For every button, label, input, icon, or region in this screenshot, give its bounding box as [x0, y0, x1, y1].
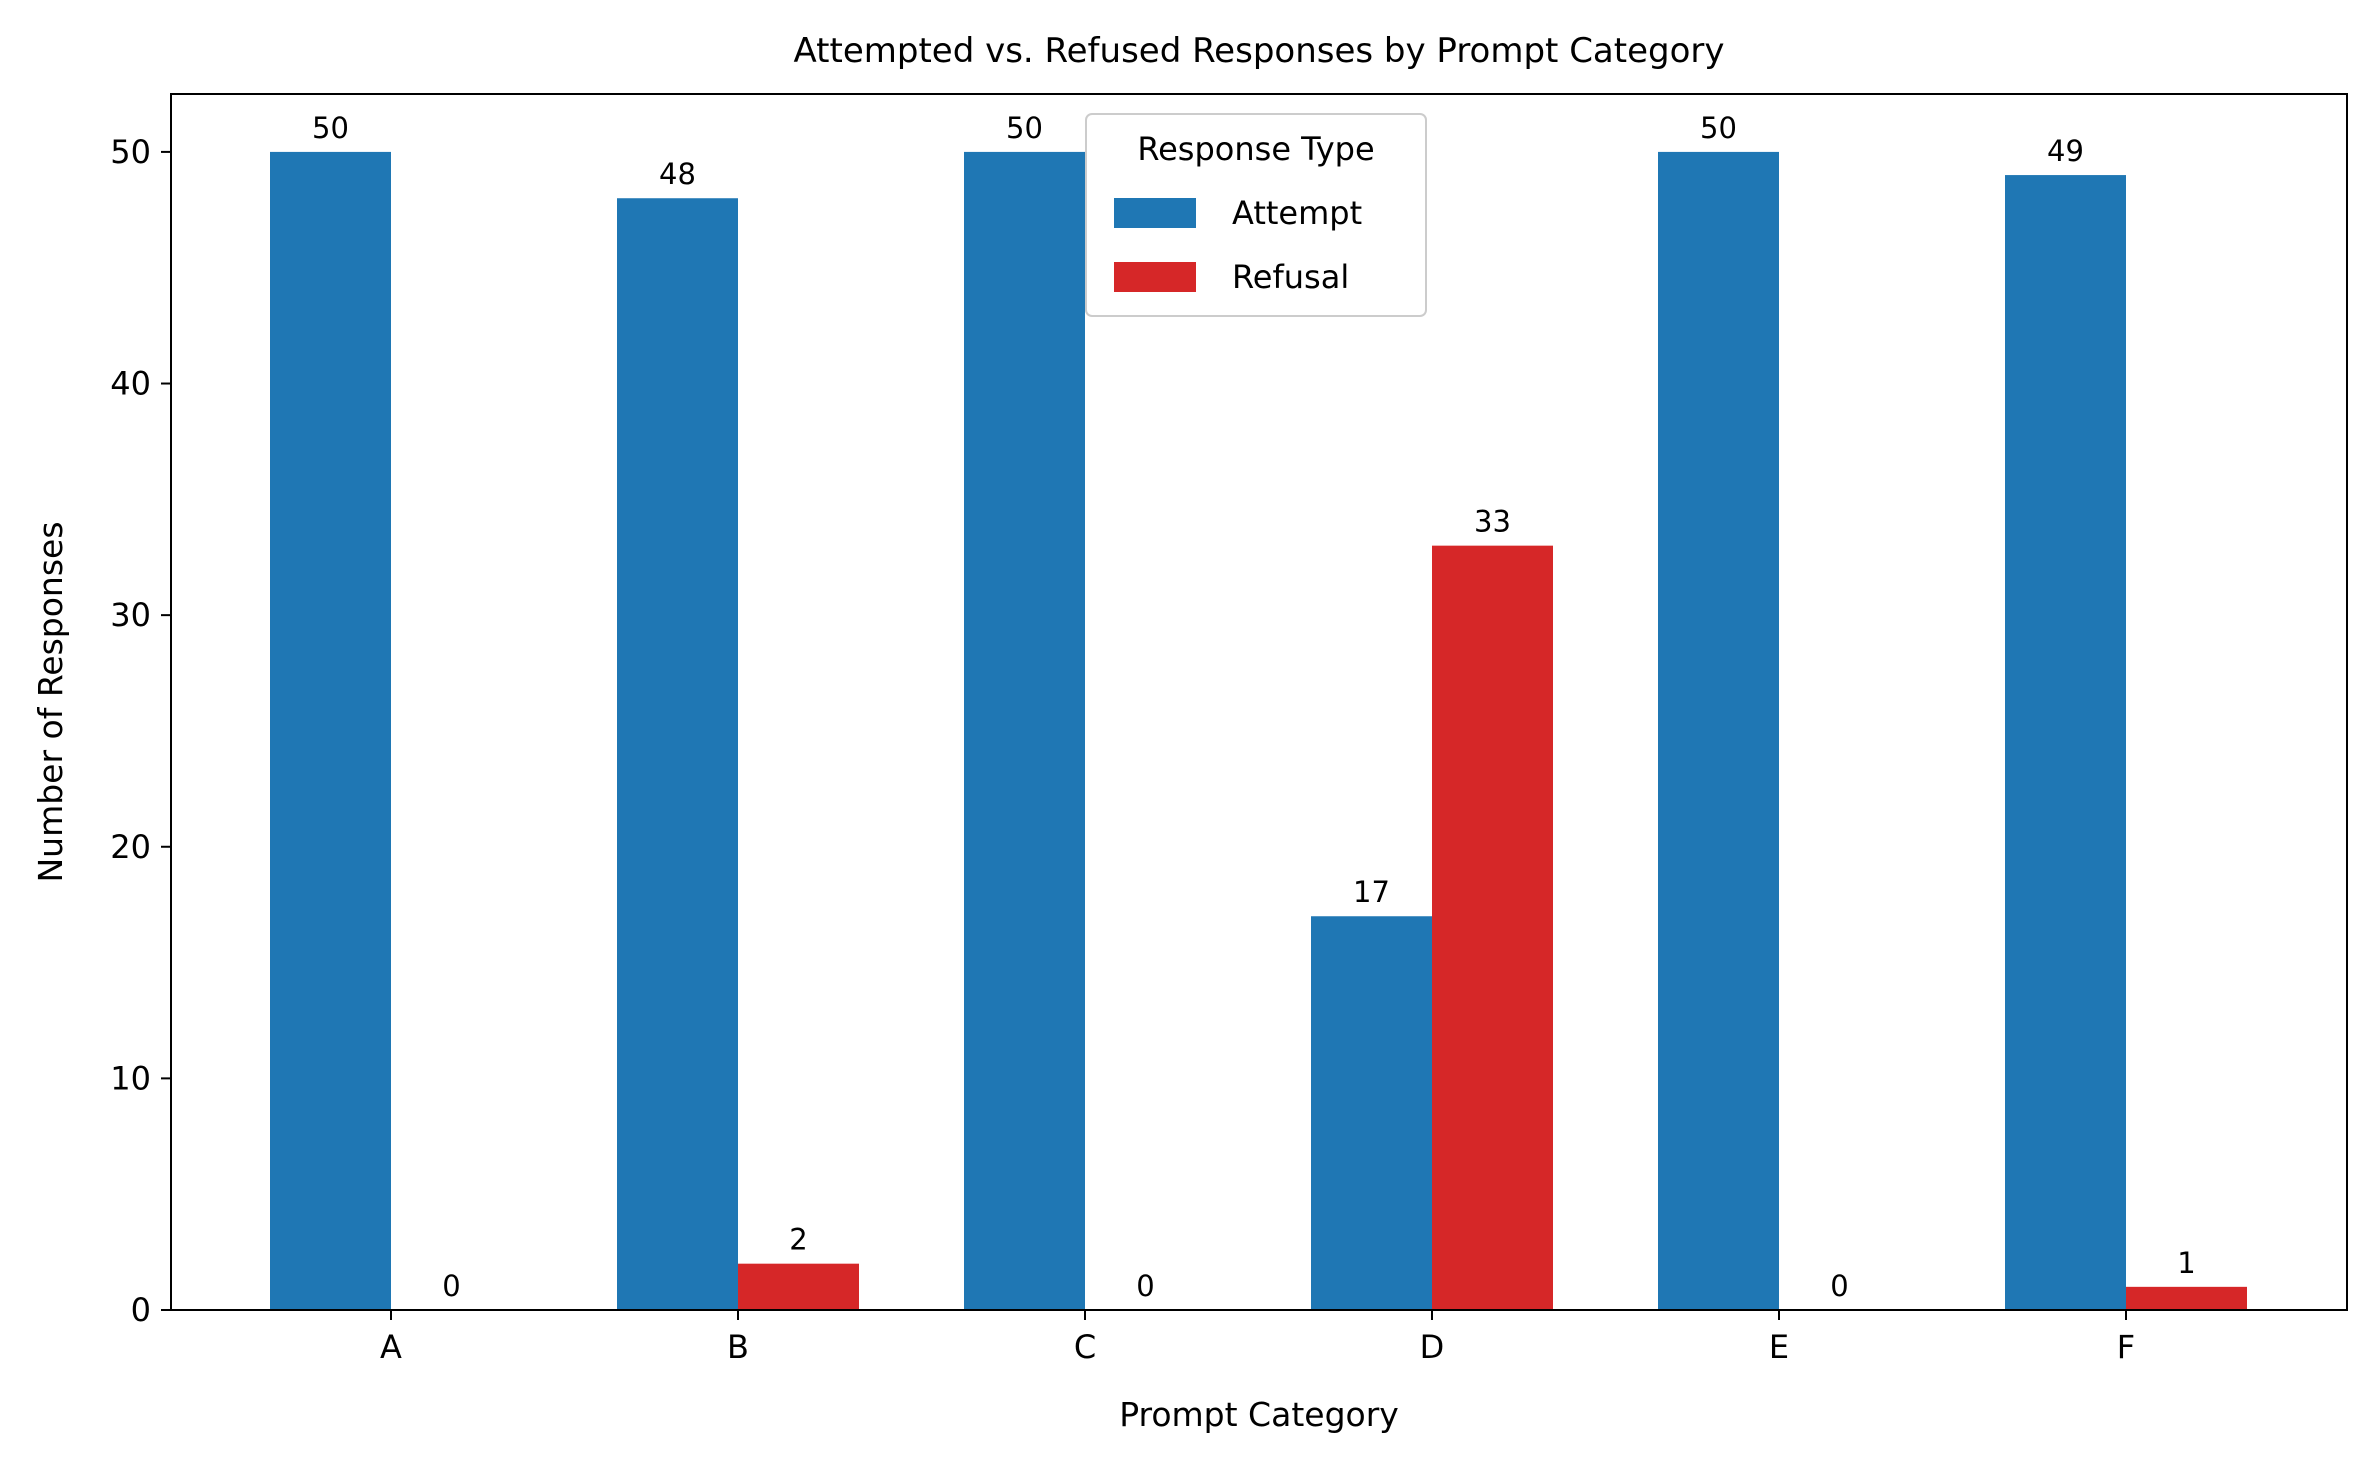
bar-attempt-d [1311, 916, 1432, 1310]
x-tick-label-e: E [1769, 1328, 1789, 1366]
bar-refusal-b [738, 1263, 859, 1310]
data-label-attempt-e: 50 [1700, 111, 1737, 145]
y-tick-label-0: 0 [131, 1291, 151, 1329]
legend-label-refusal: Refusal [1232, 258, 1349, 296]
y-tick-label-40: 40 [110, 365, 151, 403]
legend-label-attempt: Attempt [1232, 194, 1362, 232]
legend-swatch-refusal [1114, 262, 1196, 292]
x-tick-label-b: B [727, 1328, 749, 1366]
y-tick-label-20: 20 [110, 828, 151, 866]
bar-attempt-c [964, 151, 1085, 1310]
legend: Response Type Attempt Refusal [1085, 113, 1427, 317]
bar-refusal-f [2126, 1286, 2247, 1310]
data-label-refusal-f: 1 [2177, 1246, 2195, 1280]
y-axis: 0 10 20 30 40 50 [110, 133, 171, 1329]
y-tick-label-30: 30 [110, 596, 151, 634]
data-label-attempt-f: 49 [2047, 134, 2084, 168]
bar-attempt-f [2005, 175, 2126, 1311]
bars-layer [270, 151, 2247, 1311]
x-axis-label: Prompt Category [1119, 1395, 1399, 1434]
data-label-refusal-d: 33 [1474, 505, 1511, 539]
bar-attempt-b [617, 198, 738, 1311]
y-tick-label-50: 50 [110, 133, 151, 171]
data-label-attempt-a: 50 [312, 111, 349, 145]
plot-frame [170, 93, 2348, 1311]
data-label-refusal-a: 0 [442, 1269, 460, 1303]
x-tick-label-a: A [380, 1328, 402, 1366]
chart-title: Attempted vs. Refused Responses by Promp… [794, 31, 1725, 71]
data-label-attempt-d: 17 [1353, 875, 1390, 909]
y-tick-label-10: 10 [110, 1059, 151, 1097]
bar-attempt-e [1658, 151, 1779, 1310]
data-label-refusal-c: 0 [1136, 1269, 1154, 1303]
bar-attempt-a [270, 151, 391, 1310]
legend-swatch-attempt [1114, 198, 1196, 228]
bar-refusal-d [1432, 545, 1553, 1310]
data-label-refusal-b: 2 [789, 1223, 807, 1257]
data-labels-layer: 50 0 48 2 50 0 17 33 50 0 49 1 [312, 111, 2196, 1303]
y-axis-label: Number of Responses [31, 521, 70, 882]
data-label-attempt-b: 48 [659, 157, 696, 191]
data-label-refusal-e: 0 [1830, 1269, 1848, 1303]
legend-title: Response Type [1137, 130, 1374, 168]
data-label-attempt-c: 50 [1006, 111, 1043, 145]
x-axis: A B C D E F [380, 1310, 2135, 1366]
x-tick-label-f: F [2117, 1328, 2135, 1366]
x-tick-label-c: C [1074, 1328, 1096, 1366]
x-tick-label-d: D [1420, 1328, 1445, 1366]
